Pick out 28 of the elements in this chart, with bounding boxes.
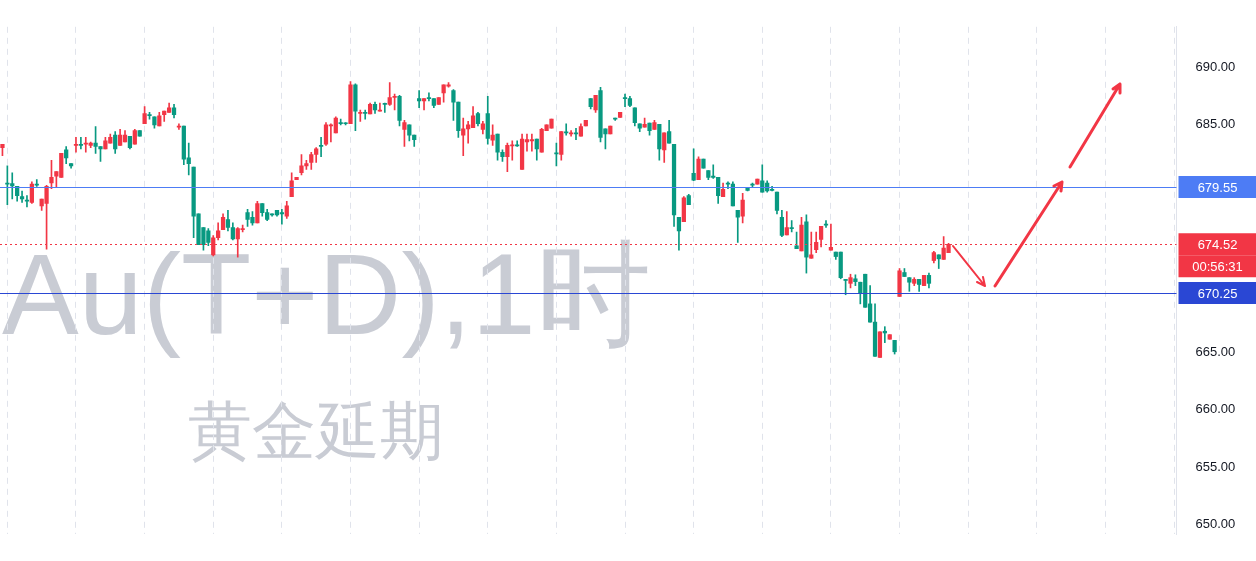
ref-line-label: 674.52 bbox=[1197, 236, 1238, 252]
y-tick-label: 650.00 bbox=[1195, 515, 1236, 531]
candlestick bbox=[421, 98, 427, 111]
candlestick bbox=[622, 93, 628, 107]
y-tick-label: 665.00 bbox=[1195, 344, 1236, 360]
candlestick bbox=[279, 208, 284, 225]
candlestick bbox=[34, 179, 39, 187]
candlestick bbox=[823, 220, 829, 228]
candlestick bbox=[78, 137, 84, 150]
candlestick bbox=[382, 102, 387, 113]
y-tick-label: 685.00 bbox=[1195, 116, 1236, 132]
candlestick bbox=[19, 190, 25, 203]
candlestick bbox=[377, 102, 383, 112]
candlestick bbox=[515, 140, 520, 147]
candlestick bbox=[417, 90, 422, 109]
y-tick-label: 690.00 bbox=[1195, 59, 1236, 75]
ref-line-label: 670.25 bbox=[1197, 285, 1238, 301]
candlestick bbox=[24, 195, 30, 208]
text: 00:56:31 bbox=[1192, 258, 1243, 274]
ref-line-label: 679.55 bbox=[1197, 179, 1238, 195]
candlestick bbox=[73, 137, 79, 153]
candlestick bbox=[358, 109, 363, 122]
candlestick bbox=[318, 137, 324, 158]
y-tick-label: 660.00 bbox=[1195, 401, 1236, 417]
candlestick bbox=[735, 210, 740, 243]
candlestick bbox=[529, 133, 535, 152]
y-tick-label: 655.00 bbox=[1195, 458, 1236, 474]
candlestick bbox=[789, 220, 794, 233]
